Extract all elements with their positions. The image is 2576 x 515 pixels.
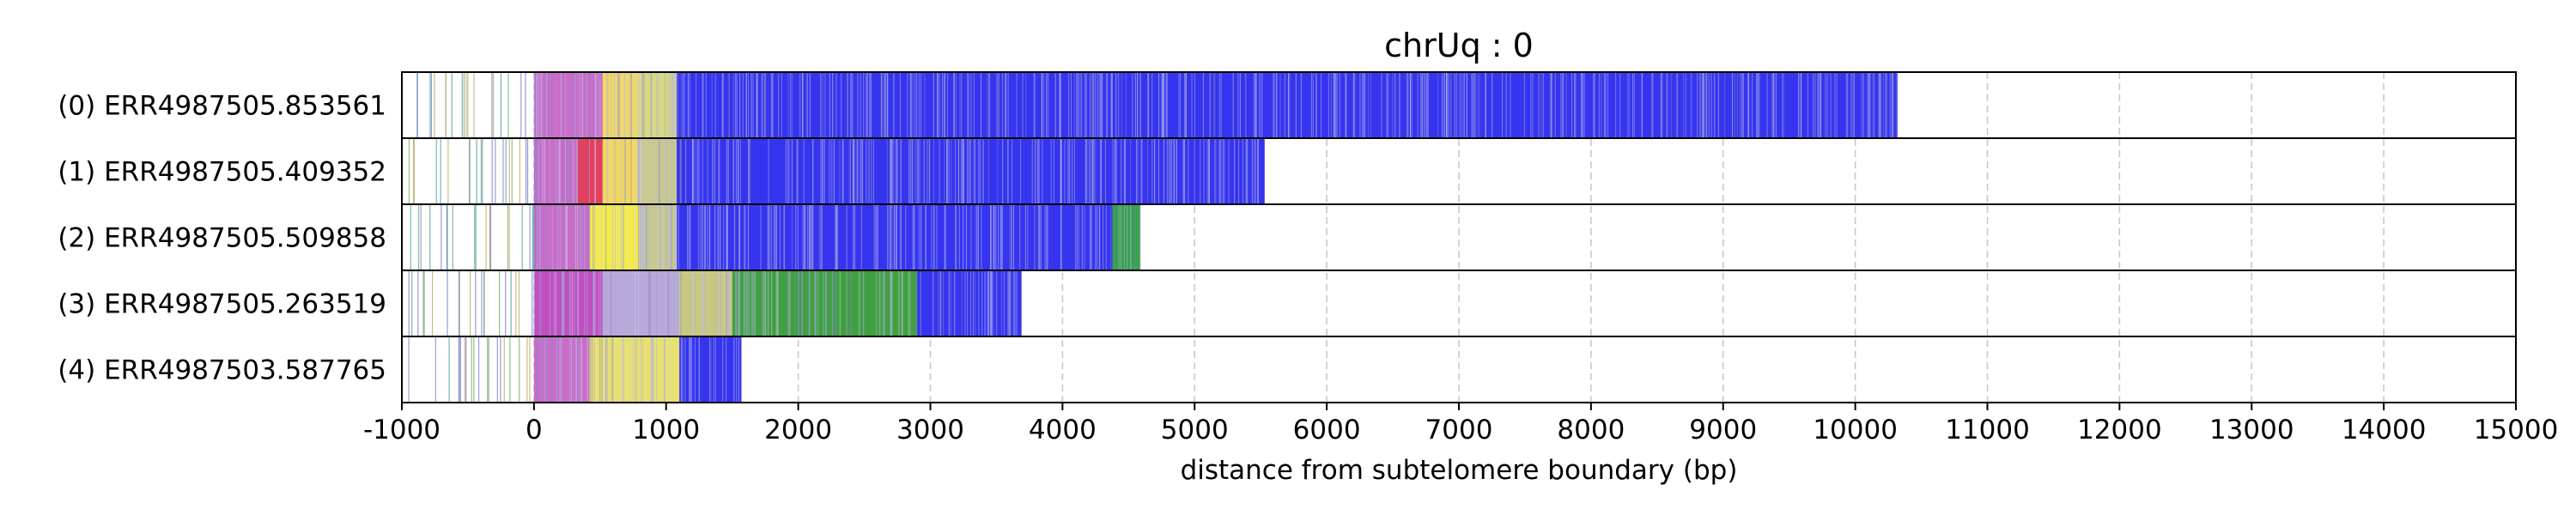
read-row: [408, 336, 742, 403]
read-row: [416, 72, 1899, 138]
segment: [589, 336, 680, 403]
row-label: (1) ERR4987505.409352: [58, 157, 386, 188]
segment: [677, 72, 1898, 138]
row-label: (3) ERR4987505.263519: [58, 289, 386, 320]
x-tick-label: 1000: [632, 415, 700, 445]
row-label: (0) ERR4987505.853561: [58, 91, 386, 122]
x-tick-label: 8000: [1557, 415, 1625, 445]
segment: [679, 336, 742, 403]
segment: [589, 204, 640, 270]
read-row: [408, 138, 1265, 204]
plot-frame: [401, 71, 2517, 403]
segment: [602, 138, 637, 204]
x-tick-label: 3000: [896, 415, 964, 445]
x-tick-label: 14000: [2342, 415, 2427, 445]
segment: [602, 270, 680, 336]
x-tick-label: 10000: [1813, 415, 1898, 445]
chart-title: chrUq : 0: [1384, 27, 1534, 64]
x-tick-label: 12000: [2077, 415, 2162, 445]
read-rows: (0) ERR4987505.853561 (1) ERR4987505.4093…: [58, 72, 1899, 403]
segment: [636, 138, 677, 204]
x-tick-label: 11000: [1945, 415, 2030, 445]
x-tick-label: 13000: [2209, 415, 2294, 445]
x-tick-label: 4000: [1029, 415, 1097, 445]
x-tick-label: 15000: [2474, 415, 2559, 445]
x-tick-label: 5000: [1161, 415, 1229, 445]
row-label: (2) ERR4987505.509858: [58, 223, 386, 254]
segment: [1112, 204, 1141, 270]
x-tick-label: 6000: [1293, 415, 1361, 445]
read-row: [410, 204, 1141, 270]
x-tick-label: 9000: [1689, 415, 1757, 445]
segment: [577, 138, 603, 204]
x-tick-label: 2000: [764, 415, 832, 445]
x-tick-label: -1000: [363, 415, 440, 445]
segment: [533, 72, 603, 138]
segment: [533, 270, 603, 336]
read-row: [408, 270, 1022, 336]
row-label: (4) ERR4987503.587765: [58, 355, 386, 386]
segment: [679, 270, 732, 336]
x-axis-label: distance from subtelomere boundary (bp): [1181, 455, 1738, 486]
x-axis: -1000 0 1000 2000 3000 4000 5000 6000 7000 8000 90…: [363, 403, 2558, 445]
x-tick-label: 7000: [1425, 415, 1493, 445]
x-tick-label: 0: [526, 415, 543, 445]
